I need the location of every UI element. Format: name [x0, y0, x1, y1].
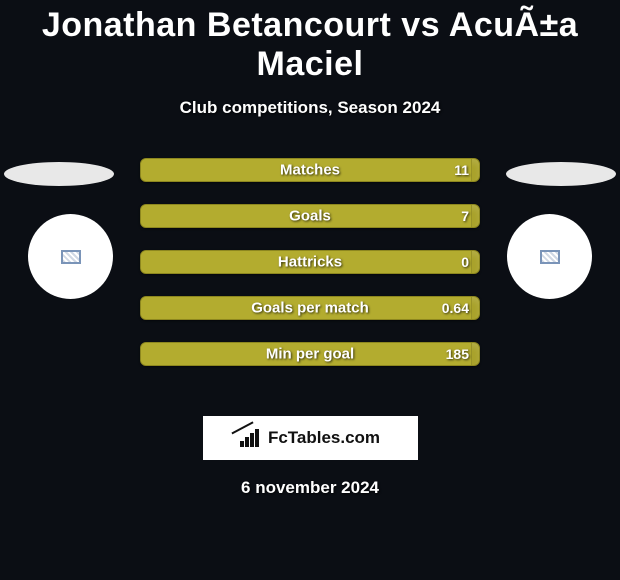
- player-left-shadow: [4, 162, 114, 186]
- player-left-avatar: [28, 214, 113, 299]
- stat-value: 0.64: [442, 300, 469, 316]
- brand-badge[interactable]: FcTables.com: [203, 416, 418, 460]
- chart-icon: [240, 429, 262, 447]
- page-title: Jonathan Betancourt vs AcuÃ±a Maciel: [0, 0, 620, 84]
- placeholder-icon: [540, 250, 560, 264]
- stat-bar-goals: Goals 7: [140, 204, 480, 228]
- comparison-arena: Matches 11 Goals 7 Hattricks 0 Goals per…: [0, 158, 620, 388]
- stat-bar-min-per-goal: Min per goal 185: [140, 342, 480, 366]
- stat-label: Matches: [280, 162, 340, 179]
- player-right-shadow: [506, 162, 616, 186]
- stat-bar-hattricks: Hattricks 0: [140, 250, 480, 274]
- stat-label: Hattricks: [278, 254, 342, 271]
- brand-text: FcTables.com: [268, 428, 380, 448]
- stat-value: 0: [461, 254, 469, 270]
- stat-value: 185: [446, 346, 469, 362]
- page-subtitle: Club competitions, Season 2024: [0, 98, 620, 118]
- stat-bar-goals-per-match: Goals per match 0.64: [140, 296, 480, 320]
- stat-value: 7: [461, 208, 469, 224]
- stat-label: Goals: [289, 208, 331, 225]
- stat-value: 11: [454, 162, 469, 178]
- stat-bar-matches: Matches 11: [140, 158, 480, 182]
- player-right-avatar: [507, 214, 592, 299]
- stat-label: Goals per match: [251, 300, 369, 317]
- stat-rows: Matches 11 Goals 7 Hattricks 0 Goals per…: [140, 158, 480, 366]
- stat-label: Min per goal: [266, 346, 354, 363]
- placeholder-icon: [61, 250, 81, 264]
- footer-date: 6 november 2024: [0, 478, 620, 498]
